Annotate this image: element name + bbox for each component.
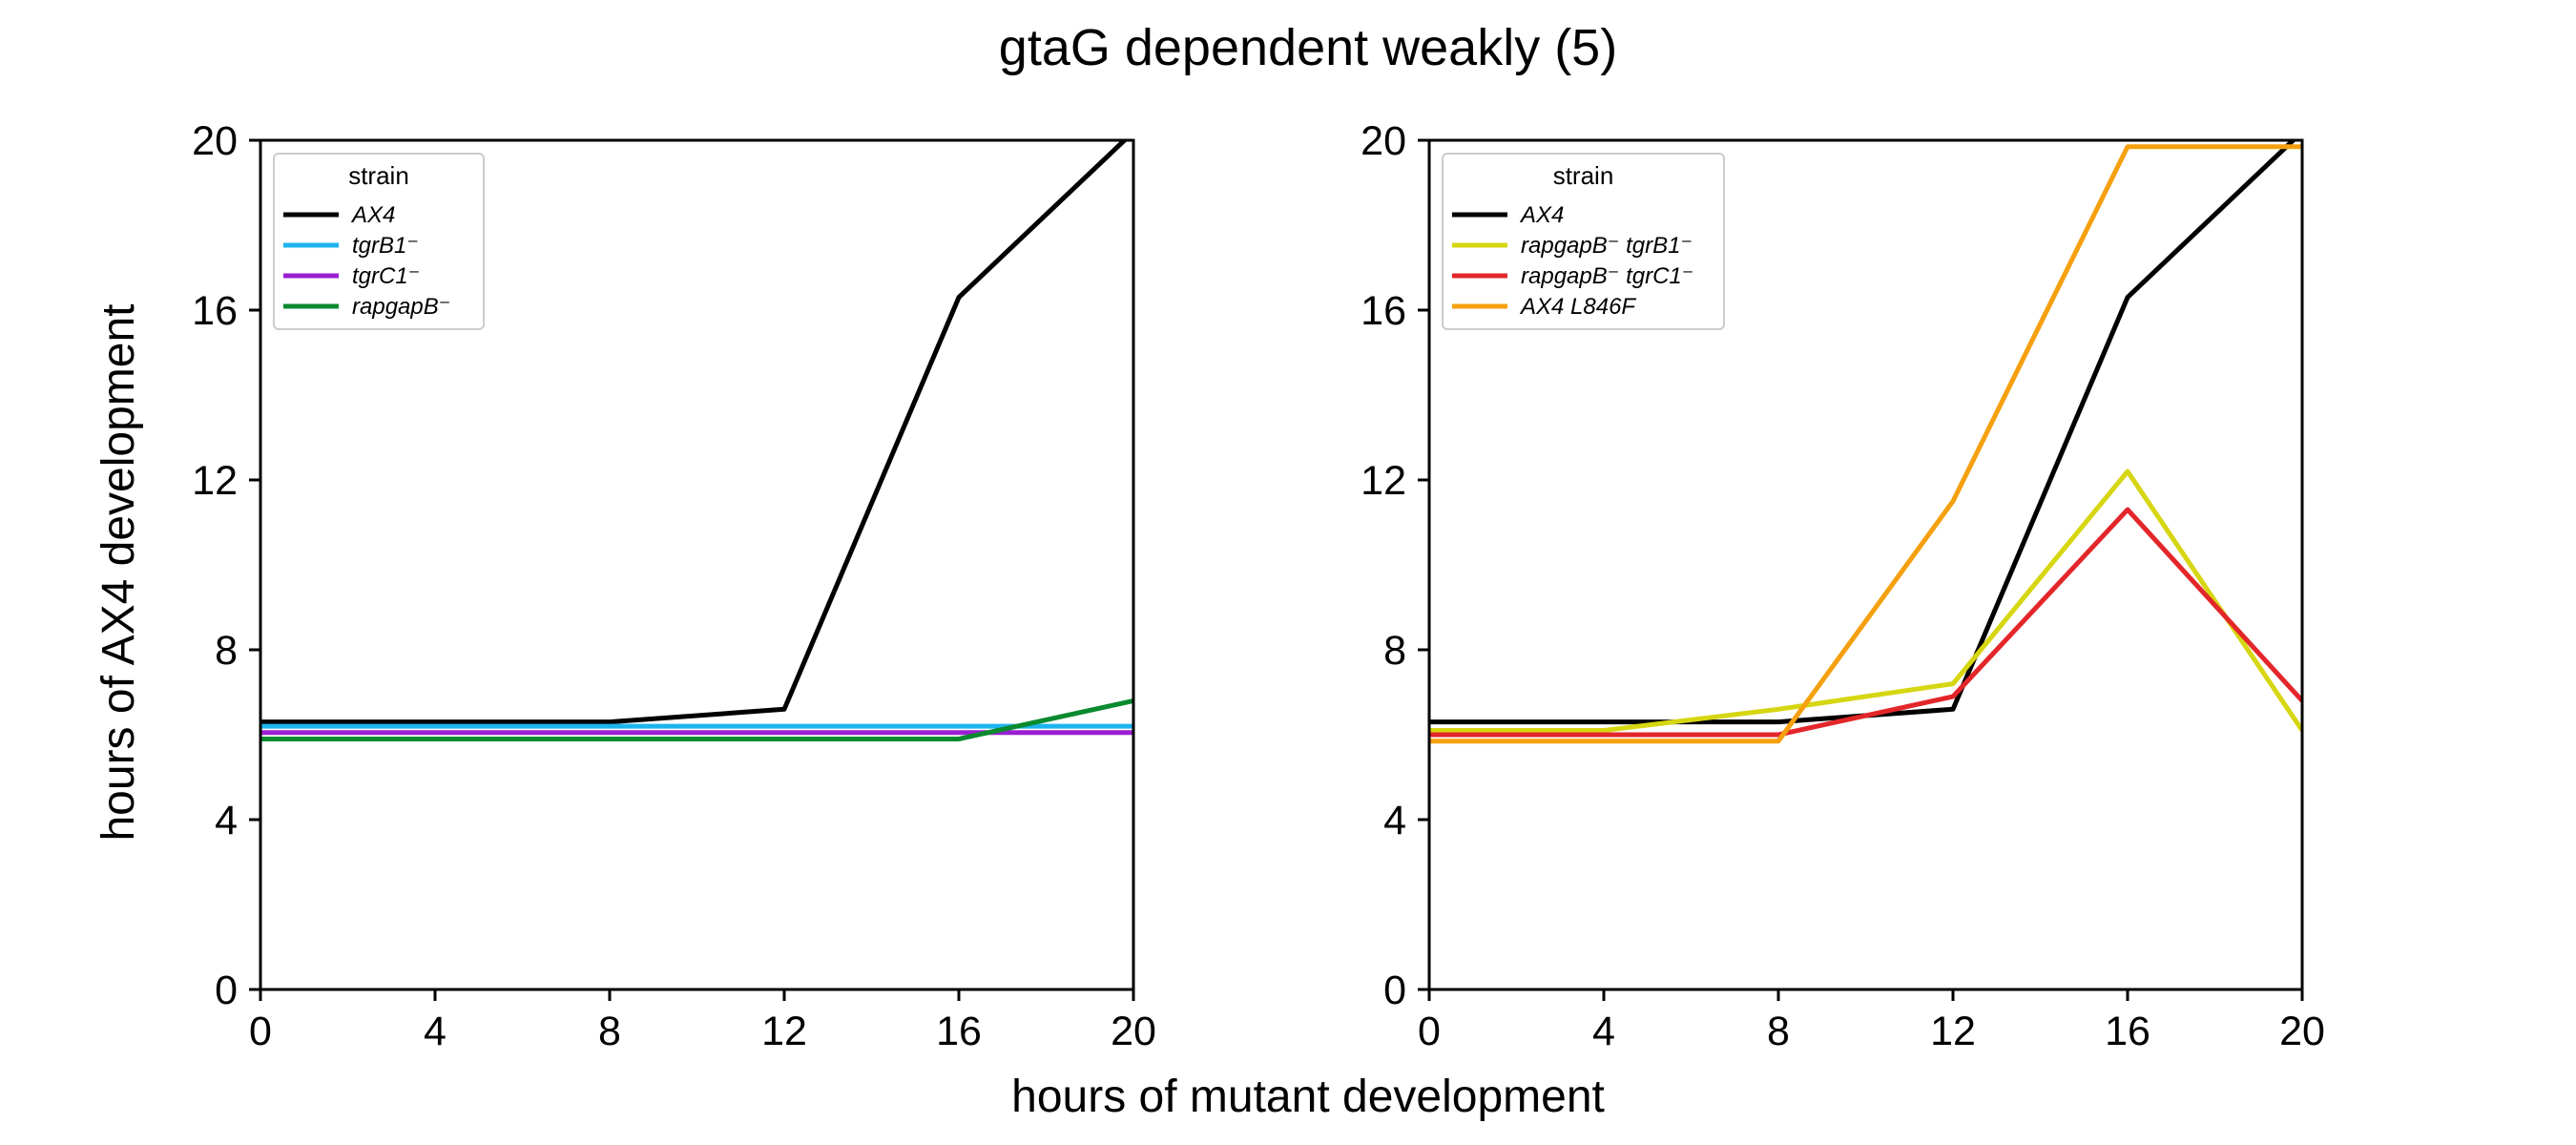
x-tick-label: 0 [1418,1009,1441,1054]
legend-entry: tgrC1⁻ [352,263,420,289]
y-tick-label: 0 [215,968,238,1013]
y-tick-label: 8 [215,628,238,674]
x-tick-label: 8 [598,1009,621,1054]
legend-entry: rapgapB⁻ tgrC1⁻ [1521,263,1693,289]
x-tick-label: 8 [1767,1009,1790,1054]
legend-box [1442,153,1725,330]
legend-entry: AX4 [350,202,395,228]
y-tick-label: 20 [1361,118,1406,164]
x-tick-label: 20 [2279,1009,2325,1054]
y-tick-label: 8 [1383,628,1406,674]
x-tick-label: 0 [249,1009,272,1054]
legend-box [273,153,485,330]
x-tick-label: 12 [1930,1009,1976,1054]
series-group [1429,140,2302,744]
x-tick-label: 16 [2105,1009,2150,1054]
series-line-3 [1429,144,2302,744]
x-axis-label: hours of mutant development [1011,1072,1605,1122]
legend-title: strain [1553,161,1614,190]
y-tick-label: 0 [1383,968,1406,1013]
legend: strain AX4 tgrB1⁻ tgrC1⁻ rapgapB⁻ [273,153,485,330]
legend-entry: tgrB1⁻ [352,233,419,259]
y-axis-label: hours of AX4 development [93,303,144,841]
legend: strain AX4 rapgapB⁻ tgrB1⁻ rapgapB⁻ tgrC1⁻ A… [1442,153,1725,330]
legend-entry: AX4 [1519,202,1564,228]
series-line-3 [260,697,1133,741]
x-tick-label: 4 [1592,1009,1615,1054]
y-tick-label: 12 [192,458,238,504]
series-line-1 [1429,468,2302,733]
legend-entry: rapgapB⁻ [352,294,450,320]
legend-entry: AX4 L846F [1519,294,1636,320]
y-tick-label: 12 [1361,458,1406,504]
series-line-2 [1429,507,2302,738]
y-tick-label: 20 [192,118,238,164]
right-chart-panel: 0 4 8 12 16 20 0 4 8 12 16 20 strain AX4 rapgapB⁻ tgrB… [1361,118,2325,1054]
legend-entry: rapgapB⁻ tgrB1⁻ [1521,233,1693,259]
x-tick-label: 4 [424,1009,447,1054]
x-tick-label: 12 [761,1009,807,1054]
x-tick-label: 16 [936,1009,982,1054]
y-tick-label: 4 [1383,798,1406,843]
series-line-0 [260,140,1129,725]
left-chart-panel: 0 4 8 12 16 20 0 4 8 12 16 20 strain AX4 tgrB1⁻ tgrC1⁻ r… [192,118,1156,1054]
series-group [260,140,1133,741]
x-tick-label: 20 [1111,1009,1156,1054]
legend-title: strain [348,161,409,190]
axes-frame [1427,138,2304,991]
figure-title: gtaG dependent weakly (5) [999,19,1617,76]
y-tick-label: 16 [1361,288,1406,334]
axes-frame [259,138,1135,991]
y-tick-label: 16 [192,288,238,334]
y-tick-label: 4 [215,798,238,843]
